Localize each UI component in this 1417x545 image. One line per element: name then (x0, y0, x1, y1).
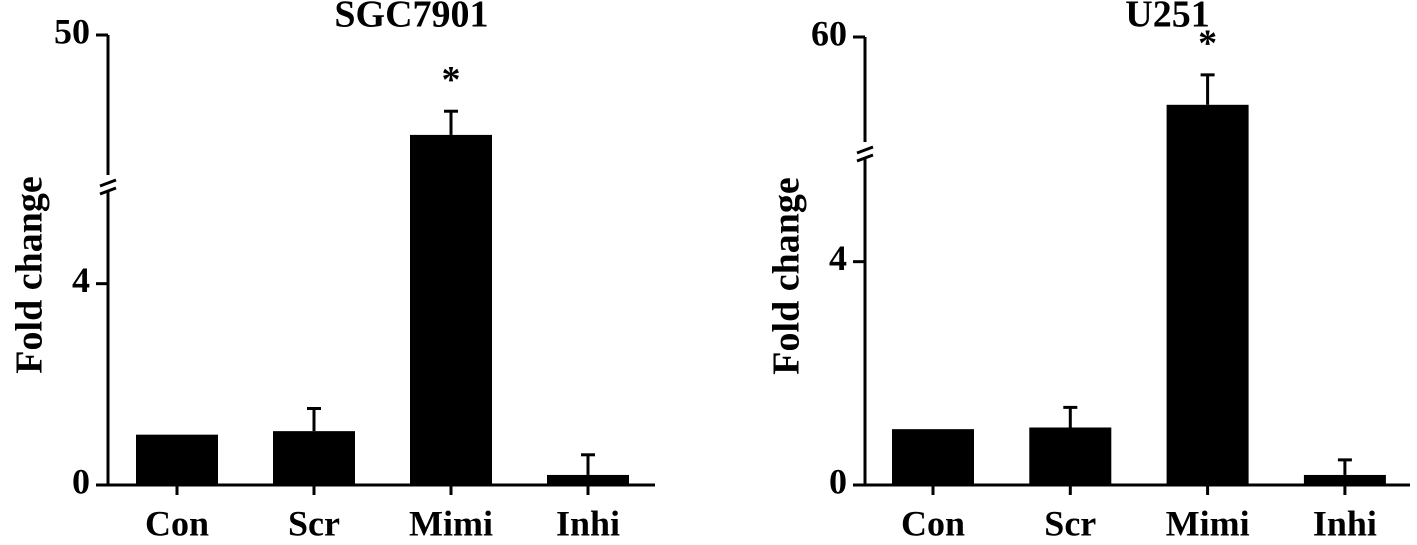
x-tick-label: Con (901, 503, 965, 543)
x-tick-label: Scr (1044, 503, 1096, 543)
axis-break (99, 178, 117, 188)
x-tick-label: Mimi (1166, 503, 1250, 543)
y-axis-label: Fold change (766, 177, 808, 374)
y-tick-label: 0 (72, 461, 90, 501)
bar (1303, 474, 1386, 485)
axis-break (99, 186, 117, 196)
x-tick-label: Scr (288, 503, 340, 543)
annotation: * (1198, 23, 1217, 65)
y-axis-label: Fold change (9, 176, 51, 373)
y-tick-label: 50 (54, 11, 90, 51)
bar (1166, 104, 1249, 486)
annotation: * (442, 59, 461, 101)
bar (410, 134, 492, 485)
y-tick-label: 4 (72, 260, 90, 300)
x-tick-label: Mimi (409, 503, 493, 543)
x-tick-label: Inhi (1313, 503, 1377, 543)
x-tick-label: Con (145, 503, 209, 543)
axis-break (856, 145, 874, 155)
axis-break (856, 153, 874, 163)
bar (136, 434, 218, 485)
chart-title: SGC7901 (334, 0, 488, 36)
bar (273, 431, 355, 485)
bar (1029, 427, 1112, 485)
y-tick-label: 60 (811, 13, 847, 53)
y-tick-label: 4 (829, 238, 847, 278)
bar (547, 474, 629, 485)
bar (892, 429, 974, 485)
y-tick-label: 0 (829, 461, 847, 501)
x-tick-label: Inhi (556, 503, 620, 543)
chart-title: U251 (1125, 0, 1209, 36)
